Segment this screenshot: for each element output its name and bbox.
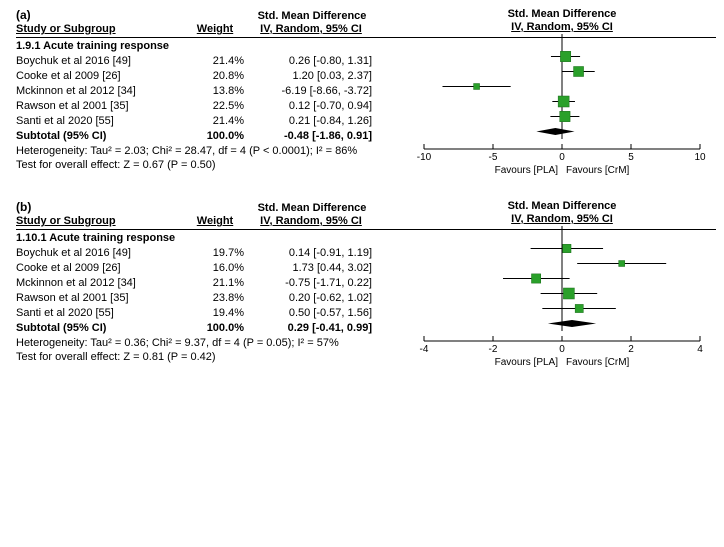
study-weight: 19.7% (186, 246, 250, 261)
svg-text:0: 0 (559, 344, 565, 355)
study-ci: 0.14 [-0.91, 1.19] (250, 246, 376, 261)
col-ci-hdr: IV, Random, 95% CI (250, 214, 372, 229)
plot-hdr1-b: Std. Mean Difference (414, 200, 710, 213)
study-ci: -0.75 [-1.71, 0.22] (250, 276, 376, 291)
forest-svg-b: -4 -2 0 2 4 Favours [PLA] Favours [CrM] (414, 226, 710, 381)
study-ci: 0.12 [-0.70, 0.94] (250, 99, 376, 114)
study-weight: 21.4% (186, 54, 250, 69)
subtotal-weight: 100.0% (186, 129, 250, 144)
svg-text:5: 5 (628, 152, 634, 163)
study-ci: 0.20 [-0.62, 1.02] (250, 291, 376, 306)
study-weight: 21.4% (186, 114, 250, 129)
plot-hdr2-b: IV, Random, 95% CI (414, 213, 710, 226)
forest-plot-page: (a) Std. Mean Difference Study or Subgro… (0, 0, 724, 547)
study-name: Santi et al 2020 [55] (16, 306, 186, 321)
col-study-hdr: Study or Subgroup (16, 22, 186, 37)
col-weight-hdr: Weight (186, 22, 250, 37)
panel-b-label: (b) (16, 200, 52, 214)
svg-text:-4: -4 (420, 344, 429, 355)
study-name: Boychuk et al 2016 [49] (16, 54, 186, 69)
study-weight: 23.8% (186, 291, 250, 306)
subgroup-a-label: 1.9.1 Acute training response (16, 39, 169, 54)
subtotal-label: Subtotal (95% CI) (16, 129, 186, 144)
svg-text:2: 2 (628, 344, 634, 355)
subtotal-ci: -0.48 [-1.86, 0.91] (250, 129, 376, 144)
study-name: Mckinnon et al 2012 [34] (16, 84, 186, 99)
smd-header1-a: Std. Mean Difference (222, 10, 402, 22)
subtotal-weight: 100.0% (186, 321, 250, 336)
study-name: Cooke et al 2009 [26] (16, 69, 186, 84)
svg-text:0: 0 (559, 152, 565, 163)
svg-text:4: 4 (697, 344, 703, 355)
plot-hdr1-a: Std. Mean Difference (414, 8, 710, 21)
svg-text:Favours [PLA]: Favours [PLA] (495, 165, 559, 176)
study-weight: 20.8% (186, 69, 250, 84)
svg-text:10: 10 (694, 152, 706, 163)
svg-text:-10: -10 (417, 152, 432, 163)
study-ci: 1.73 [0.44, 3.02] (250, 261, 376, 276)
study-name: Rawson et al 2001 [35] (16, 99, 186, 114)
forest-plot-a: Std. Mean Difference IV, Random, 95% CI … (414, 8, 710, 189)
panel-a-label: (a) (16, 8, 52, 22)
study-name: Boychuk et al 2016 [49] (16, 246, 186, 261)
col-weight-hdr: Weight (186, 214, 250, 229)
study-ci: -6.19 [-8.66, -3.72] (250, 84, 376, 99)
study-weight: 22.5% (186, 99, 250, 114)
svg-text:Favours [CrM]: Favours [CrM] (566, 357, 630, 368)
svg-text:-5: -5 (489, 152, 498, 163)
col-ci-hdr: IV, Random, 95% CI (250, 22, 372, 37)
study-weight: 13.8% (186, 84, 250, 99)
study-weight: 19.4% (186, 306, 250, 321)
study-ci: 0.26 [-0.80, 1.31] (250, 54, 376, 69)
study-name: Cooke et al 2009 [26] (16, 261, 186, 276)
svg-text:Favours [PLA]: Favours [PLA] (495, 357, 559, 368)
panel-b: (b) Std. Mean Difference Study or Subgro… (16, 200, 716, 364)
study-name: Santi et al 2020 [55] (16, 114, 186, 129)
smd-header1-b: Std. Mean Difference (222, 202, 402, 214)
forest-svg-a: -10 -5 0 5 10 Favours [PLA] Favours [CrM] (414, 34, 710, 189)
subtotal-label: Subtotal (95% CI) (16, 321, 186, 336)
col-study-hdr: Study or Subgroup (16, 214, 186, 229)
svg-text:-2: -2 (489, 344, 498, 355)
study-weight: 16.0% (186, 261, 250, 276)
study-weight: 21.1% (186, 276, 250, 291)
study-name: Mckinnon et al 2012 [34] (16, 276, 186, 291)
subgroup-b-label: 1.10.1 Acute training response (16, 231, 175, 246)
study-ci: 0.50 [-0.57, 1.56] (250, 306, 376, 321)
study-ci: 0.21 [-0.84, 1.26] (250, 114, 376, 129)
subtotal-ci: 0.29 [-0.41, 0.99] (250, 321, 376, 336)
study-name: Rawson et al 2001 [35] (16, 291, 186, 306)
panel-a: (a) Std. Mean Difference Study or Subgro… (16, 8, 716, 172)
forest-plot-b: Std. Mean Difference IV, Random, 95% CI … (414, 200, 710, 381)
plot-hdr2-a: IV, Random, 95% CI (414, 21, 710, 34)
svg-text:Favours [CrM]: Favours [CrM] (566, 165, 630, 176)
study-ci: 1.20 [0.03, 2.37] (250, 69, 376, 84)
